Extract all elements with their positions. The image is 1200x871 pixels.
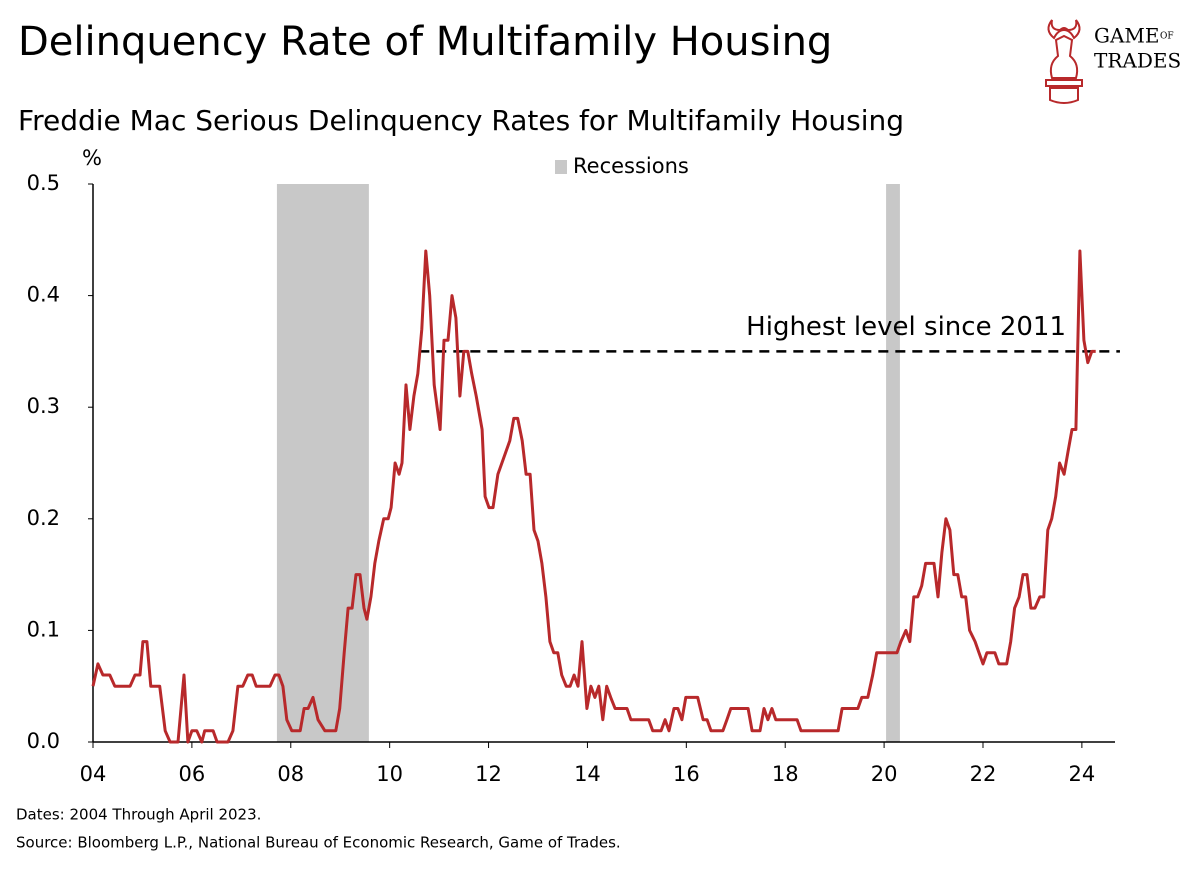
footnote: Dates: 2004 Through April 2023. [16,806,261,824]
y-axis-label: % [82,146,102,170]
x-tick-label: 06 [179,762,206,786]
x-tick-label: 08 [277,762,304,786]
x-tick-label: 24 [1069,762,1096,786]
x-tick-label: 22 [970,762,997,786]
y-tick-label: 0.0 [27,729,60,753]
y-tick-label: 0.3 [27,394,60,418]
chart-subtitle: Freddie Mac Serious Delinquency Rates fo… [18,104,904,137]
x-tick-label: 16 [673,762,700,786]
x-tick-label: 04 [80,762,107,786]
y-tick-label: 0.5 [27,171,60,195]
logo-text: GAME [1094,24,1160,48]
y-tick-label: 0.4 [27,283,60,307]
x-tick-label: 14 [574,762,601,786]
chart-title: Delinquency Rate of Multifamily Housing [18,19,832,65]
logo-text: OF [1160,32,1174,42]
legend-label: Recessions [573,154,689,178]
logo-icon [1045,19,1083,104]
x-tick-label: 20 [871,762,898,786]
data-line [91,249,1096,744]
recession-band [276,184,369,742]
annotation: Highest level since 2011 [746,312,1066,342]
y-tick-label: 0.1 [27,617,60,641]
x-tick-label: 12 [475,762,502,786]
recession-band [886,184,900,742]
logo-text: TRADES [1094,49,1181,73]
x-tick-label: 10 [376,762,403,786]
x-tick-label: 18 [772,762,799,786]
footnote: Source: Bloomberg L.P., National Bureau … [16,834,621,852]
y-tick-label: 0.2 [27,506,60,530]
logo: GAME OF TRADES [1045,19,1181,104]
legend-swatch [555,160,567,174]
